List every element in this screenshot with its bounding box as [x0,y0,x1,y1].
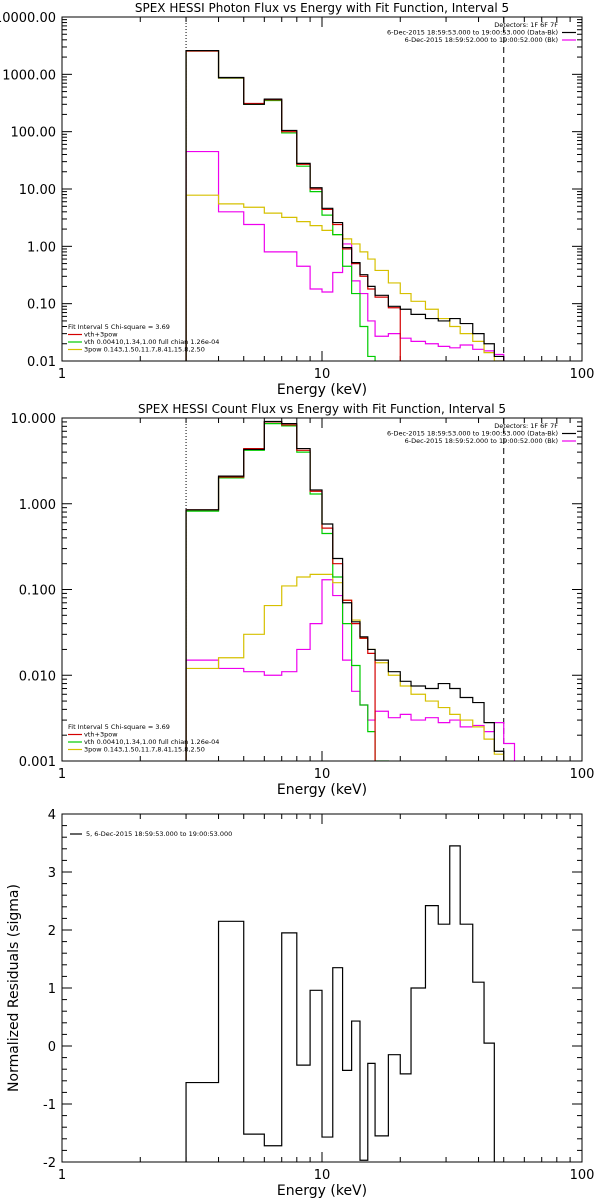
series-data-bk [185,420,505,761]
y-tick-label: 10.000 [11,412,57,427]
series-bk [185,579,516,761]
y-tick-label: 0.01 [27,355,56,370]
y-tick-label: 1.00 [27,240,56,255]
series-vth-3pow [185,421,376,761]
y-tick-label: 1.000 [19,498,56,513]
y-tick-label: 0 [48,1040,56,1055]
y-tick-label: 0.10 [27,298,56,313]
legend-entry: 6-Dec-2015 18:59:52.000 to 19:00:52.000 … [405,36,558,44]
chart-title: SPEX HESSI Photon Flux vs Energy with Fi… [135,1,509,15]
x-axis-label: Energy (keV) [277,382,367,398]
x-tick-label: 1 [58,1168,66,1183]
y-tick-label: 100.00 [11,126,57,141]
x-tick-label: 1 [58,367,66,382]
y-axis-label: Normalized Residuals (sigma) [6,884,22,1092]
series-vth-3pow [185,50,401,361]
legend-entry: vth 0.00410,1.34,1.00 full chian 1.26e-0… [84,738,219,746]
plot-frame [61,417,583,762]
chart-2: SPEX HESSI Count Flux vs Energy with Fit… [11,402,595,798]
legend-entry: vth+3pow [84,331,118,339]
x-tick-label: 100 [570,367,595,382]
plot-area [185,420,516,761]
legend-top: Detectors: 1F 6F 7F6-Dec-2015 18:59:53.0… [387,422,576,445]
x-tick-label: 100 [570,1168,595,1183]
y-tick-label: 0.010 [19,669,56,684]
legend-entry: Fit Interval 5 Chi-square = 3.69 [68,723,170,731]
y-tick-label: 3 [48,866,56,881]
y-tick-label: 2 [48,924,56,939]
y-tick-label: 0.001 [19,755,56,770]
legend-entry: vth+3pow [84,731,118,739]
y-tick-label: -1 [43,1098,56,1113]
y-tick-label: 10.00 [19,183,56,198]
series-vth [185,423,389,761]
legend-entry: 3pow 0.143,1.50,11.7,8.41,15.8,2.50 [84,746,205,754]
plot-area [185,49,505,361]
chart-1: SPEX HESSI Photon Flux vs Energy with Fi… [0,1,594,398]
series-data-bk [185,49,505,361]
x-tick-label: 10 [314,1168,331,1183]
y-axis: 0.01 0.10 1.00 10.00 100.00 1000.00 10000.00 [0,11,582,370]
legend-bottom: Fit Interval 5 Chi-square = 3.69vth+3pow… [68,723,219,754]
series-5-6-dec-2015-18-59-53-000-to-19-00-53-000 [185,845,495,1162]
x-axis: 1 10 100 Energy (keV) [58,418,595,798]
plot-area [185,845,495,1162]
legend-entry: 6-Dec-2015 18:59:53.000 to 19:00:53.000 … [387,430,558,438]
plot-frame [61,16,583,362]
x-tick-label: 100 [570,767,595,782]
legend-entry: Detectors: 1F 6F 7F [494,422,558,430]
legend-entry: 6-Dec-2015 18:59:52.000 to 19:00:52.000 … [405,437,558,445]
series-3pow [185,573,505,761]
chart-3: 1 10 100 Energy (keV) -2 -1 0 1 2 3 4 Normalized Re… [6,808,594,1199]
x-tick-label: 10 [314,767,331,782]
x-axis: 1 10 100 Energy (keV) [58,814,595,1199]
legend-entry: 5, 6-Dec-2015 18:59:53.000 to 19:00:53.0… [86,830,232,838]
legend-entry: Fit Interval 5 Chi-square = 3.69 [68,323,170,331]
legend-bottom: Fit Interval 5 Chi-square = 3.69vth+3pow… [68,323,219,354]
y-tick-label: -2 [43,1156,56,1171]
x-tick-label: 1 [58,767,66,782]
y-tick-label: 4 [48,808,56,823]
plot-frame [61,813,583,1163]
y-tick-label: 10000.00 [0,11,56,26]
y-tick-label: 1 [48,982,56,997]
legend-entry: vth 0.00410,1.34,1.00 full chian 1.26e-0… [84,338,219,346]
legend: 5, 6-Dec-2015 18:59:53.000 to 19:00:53.0… [70,830,232,838]
y-tick-label: 0.100 [19,584,56,599]
series-bk [185,150,505,361]
legend-top: Detectors: 1F 6F 7F6-Dec-2015 18:59:53.0… [387,21,576,44]
legend-entry: Detectors: 1F 6F 7F [494,21,558,29]
legend-entry: 3pow 0.143,1.50,11.7,8.41,15.8,2.50 [84,346,205,354]
x-axis-label: Energy (keV) [277,1183,367,1199]
y-axis: -2 -1 0 1 2 3 4 Normalized Residuals (sigma) [6,808,582,1171]
y-axis: 0.001 0.010 0.100 1.000 10.000 [11,412,582,770]
x-tick-label: 10 [314,367,331,382]
series-3pow [185,194,505,361]
chart-title: SPEX HESSI Count Flux vs Energy with Fit… [138,402,506,416]
series-vth [185,50,376,361]
y-tick-label: 1000.00 [2,68,56,83]
x-axis-label: Energy (keV) [277,782,367,798]
legend-entry: 6-Dec-2015 18:59:53.000 to 19:00:53.000 … [387,29,558,37]
